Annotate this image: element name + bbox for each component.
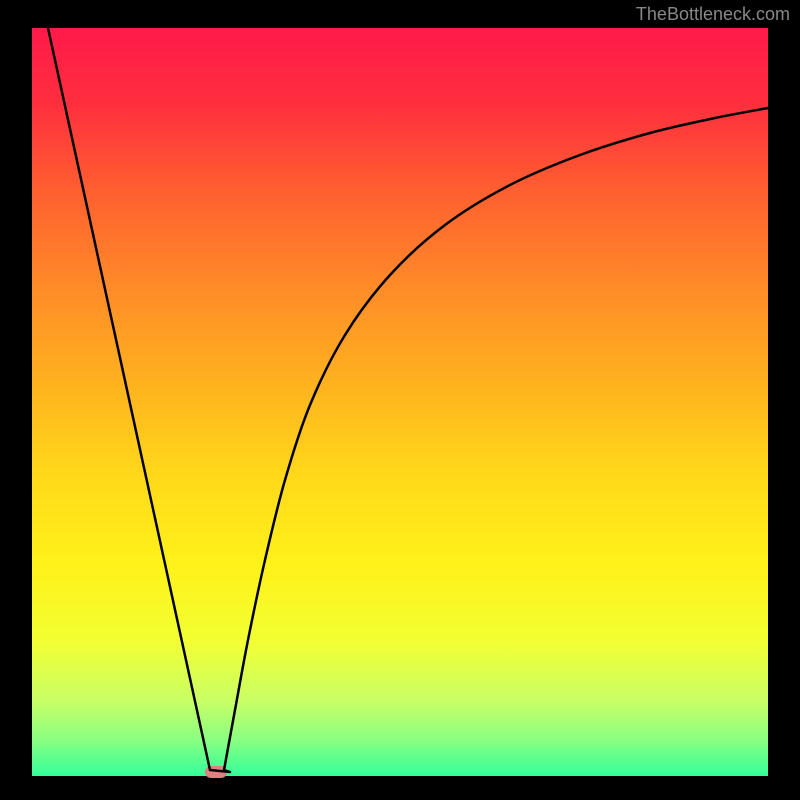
chart-container: TheBottleneck.com [0,0,800,800]
watermark-text: TheBottleneck.com [636,4,790,25]
bottleneck-chart [0,0,800,800]
